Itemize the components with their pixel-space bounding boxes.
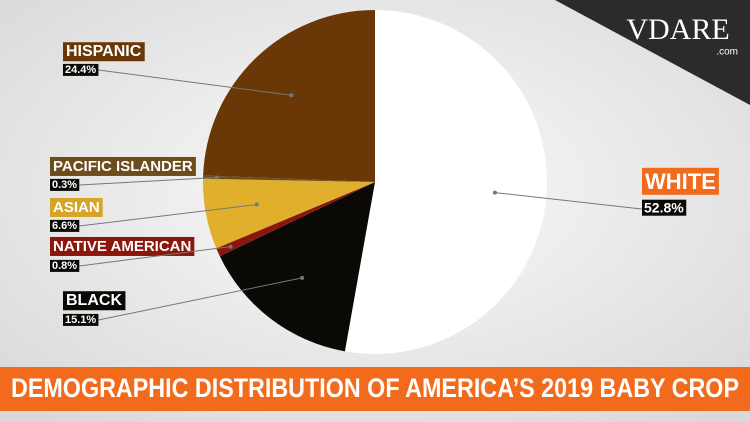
leader-line [98, 69, 292, 96]
category-label-box [50, 236, 195, 256]
value-label-box [63, 313, 99, 326]
logo-corner [555, 0, 750, 105]
pie-slice [344, 10, 548, 355]
leader-line [494, 192, 643, 210]
pie-slice [216, 182, 375, 257]
category-label-box [63, 42, 145, 62]
value-label: 0.3% [52, 179, 77, 191]
logo-text: VDARE [626, 13, 729, 46]
labels: WHITE 52.8% BLACK 15.1% NATIVE AMERICAN 0.8% A… [50, 42, 719, 326]
leader-line [79, 177, 217, 186]
category-label-box [50, 156, 196, 176]
leader-dot [228, 244, 233, 249]
category-label: BLACK [66, 292, 122, 309]
value-label-box [50, 219, 80, 232]
category-label: HISPANIC [66, 43, 142, 60]
leader-dot [300, 275, 305, 280]
value-label-box [63, 63, 99, 76]
value-label: 15.1% [65, 314, 96, 326]
category-label: ASIAN [53, 199, 100, 216]
category-label: WHITE [645, 169, 716, 194]
category-label: NATIVE AMERICAN [53, 238, 191, 255]
leader-dot [492, 190, 497, 195]
leader-dot [289, 93, 294, 98]
value-label: 6.6% [52, 220, 77, 232]
value-label-box [50, 259, 80, 272]
leader-line [98, 277, 303, 321]
pie-slice [203, 175, 375, 182]
leader-dot [214, 175, 219, 180]
category-label: PACIFIC ISLANDER [53, 158, 193, 175]
leader-dot [254, 202, 259, 207]
pie-slice [219, 182, 375, 352]
leader-line [79, 204, 257, 227]
chart-title: DEMOGRAPHIC DISTRIBUTION OF AMERICA’S 20… [11, 373, 739, 403]
category-label-box [642, 167, 719, 195]
value-label: 0.8% [52, 260, 77, 272]
value-label-box [50, 178, 80, 191]
pie-slice [203, 10, 375, 182]
logo-suffix: .com [716, 47, 738, 58]
value-label: 24.4% [65, 64, 96, 76]
value-label-box [642, 199, 687, 216]
pie [203, 10, 548, 355]
category-label-box [50, 197, 103, 217]
leader-line [79, 246, 231, 267]
pie-slice [203, 178, 375, 249]
category-label-box [63, 291, 126, 311]
value-label: 52.8% [644, 200, 684, 216]
title-bar [0, 367, 750, 411]
